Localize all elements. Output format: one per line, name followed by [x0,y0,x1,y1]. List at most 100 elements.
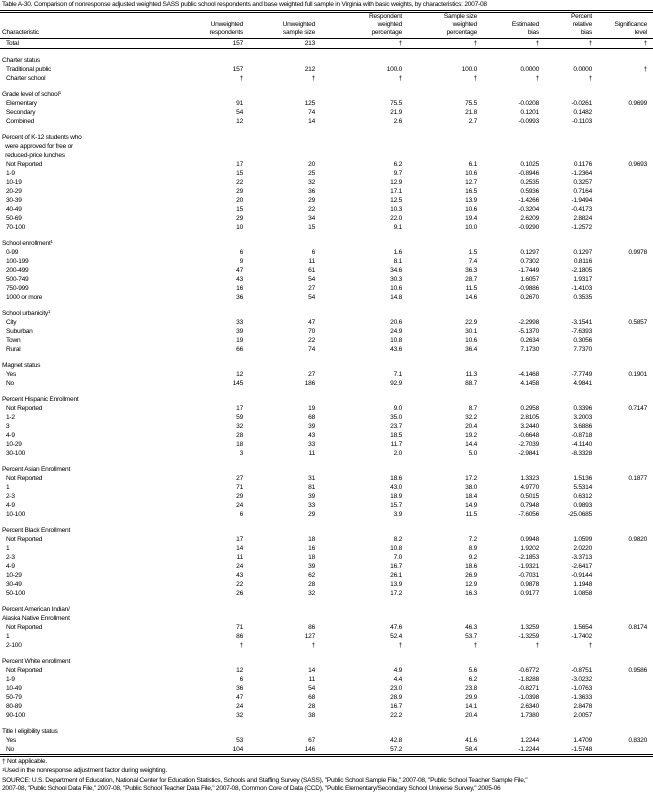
cell-unweighted-sample-size: 67 [308,737,315,744]
section-heading-row: Alaska Native Enrollment [0,614,653,623]
cell-significance-level [592,449,647,458]
cell-unweighted-respondents: 24 [236,502,243,509]
section-heading-text: Alaska Native Enrollment [2,615,70,622]
cell-percent-relative-bias: -0.8751 [571,667,592,674]
cell-unweighted-respondents: 15 [236,206,243,213]
row-label: Not Reported [6,667,43,674]
cell-respondent-weighted-percentage: 10.8 [390,337,402,344]
cell-unweighted-respondents: 29 [236,215,243,222]
cell-unweighted-sample-size: 54 [308,685,315,692]
table-row: 50-69 29 34 22.0 19.4 2.6209 2.8824 [0,214,653,223]
cell-respondent-weighted-percentage: 13.9 [390,581,402,588]
cell-significance-level [592,345,647,354]
row-label: Combined [6,118,35,125]
cell-significance-level [592,413,647,422]
row-label: 1000 or more [6,294,43,301]
cell-sample-size-weighted-percentage: 53.7 [465,633,477,640]
cell-percent-relative-bias: 2.8824 [573,215,592,222]
section-heading: Percent Black Enrollment [0,526,653,535]
cell-unweighted-respondents: 12 [236,118,243,125]
cell-unweighted-respondents: 12 [236,371,243,378]
row-label: 2-3 [6,493,15,500]
spacer-row [0,519,653,526]
cell-estimated-bias: -5.1370 [518,328,539,335]
cell-respondent-weighted-percentage: 9.1 [393,224,403,231]
cell-sample-size-weighted-percentage: 46.3 [465,624,477,631]
footnote-marker: 1 [50,239,54,244]
cell-significance-level [592,266,647,275]
cell-percent-relative-bias: 0.8116 [573,258,592,265]
row-label: 1 [6,545,10,552]
cell-sample-size-weighted-percentage: 10.6 [465,170,477,177]
cell-unweighted-respondents: 18 [236,441,243,448]
row-label: Not Reported [6,536,43,543]
cell-respondent-weighted-percentage: 2.6 [393,118,403,125]
cell-unweighted-sample-size: 28 [308,581,315,588]
cell-sample-size-weighted-percentage: 1.5 [468,249,478,256]
cell-estimated-bias: 0.2535 [520,179,539,186]
table-row: Charter school † † † † † † [0,74,653,83]
cell-estimated-bias: 0.9177 [520,590,539,597]
cell-unweighted-sample-size: 18 [308,554,315,561]
cell-sample-size-weighted-percentage: 6.2 [468,676,478,683]
cell-estimated-bias: -0.6772 [518,667,539,674]
table-row: Not Reported 71 86 47.6 46.3 1.3259 1.5654 0.81… [0,623,653,632]
cell-unweighted-sample-size: † [311,642,316,649]
cell-estimated-bias: † [535,75,540,82]
cell-estimated-bias: -1.9321 [518,563,539,570]
section-heading-row: Magnet status [0,361,653,370]
cell-unweighted-respondents: 54 [236,109,243,116]
cell-sample-size-weighted-percentage: 12.7 [465,179,477,186]
cell-significance-level: 0.9978 [628,249,647,256]
cell-sample-size-weighted-percentage: 18.4 [465,493,477,500]
cell-estimated-bias: 1.3323 [520,475,539,482]
cell-respondent-weighted-percentage: 8.2 [393,536,403,543]
cell-unweighted-sample-size: 43 [308,432,315,439]
cell-unweighted-respondents: 3 [239,450,244,457]
row-label: 200-499 [6,267,29,274]
cell-unweighted-sample-size: 81 [308,484,315,491]
cell-unweighted-respondents: 157 [232,66,244,73]
cell-percent-relative-bias: 2.0057 [573,712,592,719]
cell-respondent-weighted-percentage: 9.0 [393,405,403,412]
row-label: Not Reported [6,161,43,168]
cell-unweighted-respondents: † [239,75,244,82]
cell-percent-relative-bias: -1.5748 [539,745,592,757]
section-heading: Alaska Native Enrollment [0,614,653,623]
cell-estimated-bias: 0.5015 [520,493,539,500]
cell-estimated-bias: -1.3259 [518,633,539,640]
section-heading-row: Title I eligibility status [0,727,653,736]
cell-significance-level [592,580,647,589]
cell-sample-size-weighted-percentage: 9.2 [468,554,478,561]
cell-unweighted-respondents: 6 [239,249,244,256]
cell-significance-level [592,641,647,650]
cell-respondent-weighted-percentage: 92.9 [390,380,402,387]
cell-unweighted-respondents: 145 [232,380,244,387]
cell-sample-size-weighted-percentage: 8.9 [468,545,478,552]
table-row: 1-9 6 11 4.4 6.2 -1.8288 -3.0232 [0,675,653,684]
cell-significance-level [592,223,647,232]
cell-estimated-bias: -1.4266 [518,197,539,204]
table-row: 50-100 26 32 17.2 16.3 0.9177 1.0858 [0,589,653,598]
row-label: 10-100 [6,511,26,518]
cell-unweighted-sample-size: 38 [308,712,315,719]
header-significance-level [592,10,647,21]
table-row: No 145 186 92.9 88.7 4.1458 4.9841 [0,379,653,388]
cell-percent-relative-bias: 0.7164 [573,188,592,195]
cell-sample-size-weighted-percentage: 100.0 [461,66,478,73]
cell-estimated-bias: -2.2998 [518,319,539,326]
cell-sample-size-weighted-percentage: 11.5 [465,285,478,292]
table-row: 30-100 3 11 2.0 5.0 -2.9841 -8.3328 [0,449,653,458]
cell-unweighted-respondents: 32 [236,712,243,719]
cell-respondent-weighted-percentage: 23.0 [390,685,402,692]
cell-respondent-weighted-percentage: 3.9 [393,511,403,518]
cell-estimated-bias: 0.7302 [520,258,539,265]
cell-unweighted-sample-size: 18 [308,536,315,543]
row-label: 4-9 [6,563,15,570]
header-characteristic: Characteristic [0,29,170,39]
cell-estimated-bias: 0.2670 [520,294,539,301]
cell-respondent-weighted-percentage: † [398,642,403,649]
table-row: Not Reported 17 20 6.2 6.1 0.1025 0.1176 0.9693 [0,160,653,169]
cell-percent-relative-bias: 0.3535 [573,294,592,301]
cell-respondent-weighted-percentage: 34.6 [390,267,402,274]
